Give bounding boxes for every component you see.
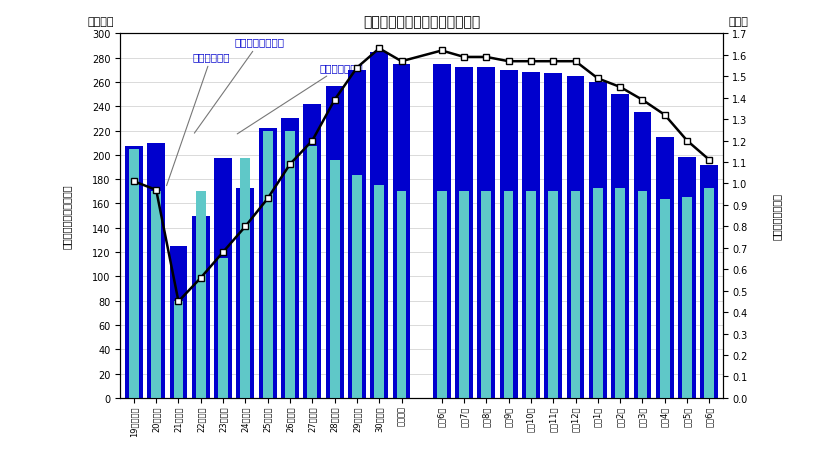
- 有効求人倍率: [704, 158, 714, 163]
- Bar: [589, 83, 607, 398]
- Text: 月間有効求人数: 月間有効求人数: [237, 63, 363, 134]
- Bar: [659, 199, 670, 398]
- Bar: [482, 192, 491, 398]
- Text: 有効求人倍率: 有効求人倍率: [167, 52, 230, 186]
- Bar: [192, 216, 210, 398]
- Bar: [307, 147, 317, 398]
- Bar: [638, 192, 648, 398]
- 有効求人倍率: [374, 46, 384, 52]
- Text: （万人）: （万人）: [88, 17, 114, 27]
- Bar: [397, 192, 406, 398]
- Bar: [125, 147, 143, 398]
- 有効求人倍率: [659, 113, 670, 118]
- Bar: [393, 64, 410, 398]
- Bar: [633, 113, 651, 398]
- Bar: [169, 246, 187, 398]
- Bar: [593, 188, 602, 398]
- 有効求人倍率: [129, 179, 139, 184]
- Bar: [701, 165, 718, 398]
- Bar: [151, 192, 161, 398]
- Bar: [526, 192, 536, 398]
- Bar: [477, 68, 495, 398]
- Text: 月間有効求職者数: 月間有効求職者数: [195, 37, 285, 134]
- 有効求人倍率: [195, 276, 206, 281]
- Bar: [459, 192, 469, 398]
- 有効求人倍率: [548, 60, 558, 65]
- Bar: [433, 64, 451, 398]
- 有効求人倍率: [174, 299, 184, 304]
- Text: （有効求人・有効求職）: （有効求人・有効求職）: [61, 184, 71, 249]
- Bar: [611, 95, 629, 398]
- Text: 《有効求人倍率》: 《有効求人倍率》: [772, 193, 782, 239]
- 有効求人倍率: [151, 188, 161, 193]
- Bar: [656, 137, 674, 398]
- Bar: [571, 192, 581, 398]
- Bar: [682, 198, 692, 398]
- Bar: [370, 52, 388, 398]
- 有効求人倍率: [263, 196, 273, 202]
- Bar: [545, 74, 562, 398]
- Bar: [326, 87, 343, 398]
- 有効求人倍率: [571, 60, 581, 65]
- 有効求人倍率: [459, 55, 469, 60]
- 有効求人倍率: [330, 98, 340, 103]
- 有効求人倍率: [285, 162, 295, 167]
- Line: 有効求人倍率: 有効求人倍率: [131, 46, 712, 304]
- 有効求人倍率: [352, 66, 362, 71]
- Bar: [352, 176, 362, 398]
- Title: 求人、求職及び求人倍率の推移: 求人、求職及び求人倍率の推移: [363, 15, 480, 29]
- Bar: [437, 192, 446, 398]
- Bar: [330, 161, 340, 398]
- Text: （倍）: （倍）: [729, 17, 748, 27]
- 有効求人倍率: [638, 98, 648, 103]
- 有効求人倍率: [503, 60, 513, 65]
- 有効求人倍率: [526, 60, 536, 65]
- 有効求人倍率: [593, 77, 603, 82]
- 有効求人倍率: [397, 60, 407, 65]
- Bar: [237, 188, 254, 398]
- Bar: [500, 71, 518, 398]
- Bar: [263, 131, 273, 398]
- Bar: [147, 143, 165, 398]
- Bar: [455, 68, 473, 398]
- 有効求人倍率: [615, 85, 625, 91]
- 有効求人倍率: [307, 138, 317, 144]
- Bar: [258, 129, 277, 398]
- 有効求人倍率: [682, 138, 692, 144]
- Bar: [214, 159, 232, 398]
- Bar: [348, 71, 366, 398]
- Bar: [304, 105, 321, 398]
- Bar: [615, 188, 625, 398]
- Bar: [241, 159, 250, 398]
- Bar: [218, 258, 228, 398]
- Bar: [374, 186, 384, 398]
- Bar: [174, 301, 184, 398]
- Bar: [549, 192, 558, 398]
- 有効求人倍率: [482, 55, 492, 60]
- Bar: [705, 188, 714, 398]
- Bar: [522, 73, 539, 398]
- Bar: [195, 192, 206, 398]
- Bar: [281, 119, 299, 398]
- Bar: [129, 149, 138, 398]
- Bar: [678, 158, 696, 398]
- 有効求人倍率: [436, 49, 446, 54]
- Bar: [566, 77, 585, 398]
- 有効求人倍率: [240, 224, 250, 230]
- 有効求人倍率: [218, 250, 228, 255]
- Bar: [285, 131, 294, 398]
- Bar: [503, 192, 513, 398]
